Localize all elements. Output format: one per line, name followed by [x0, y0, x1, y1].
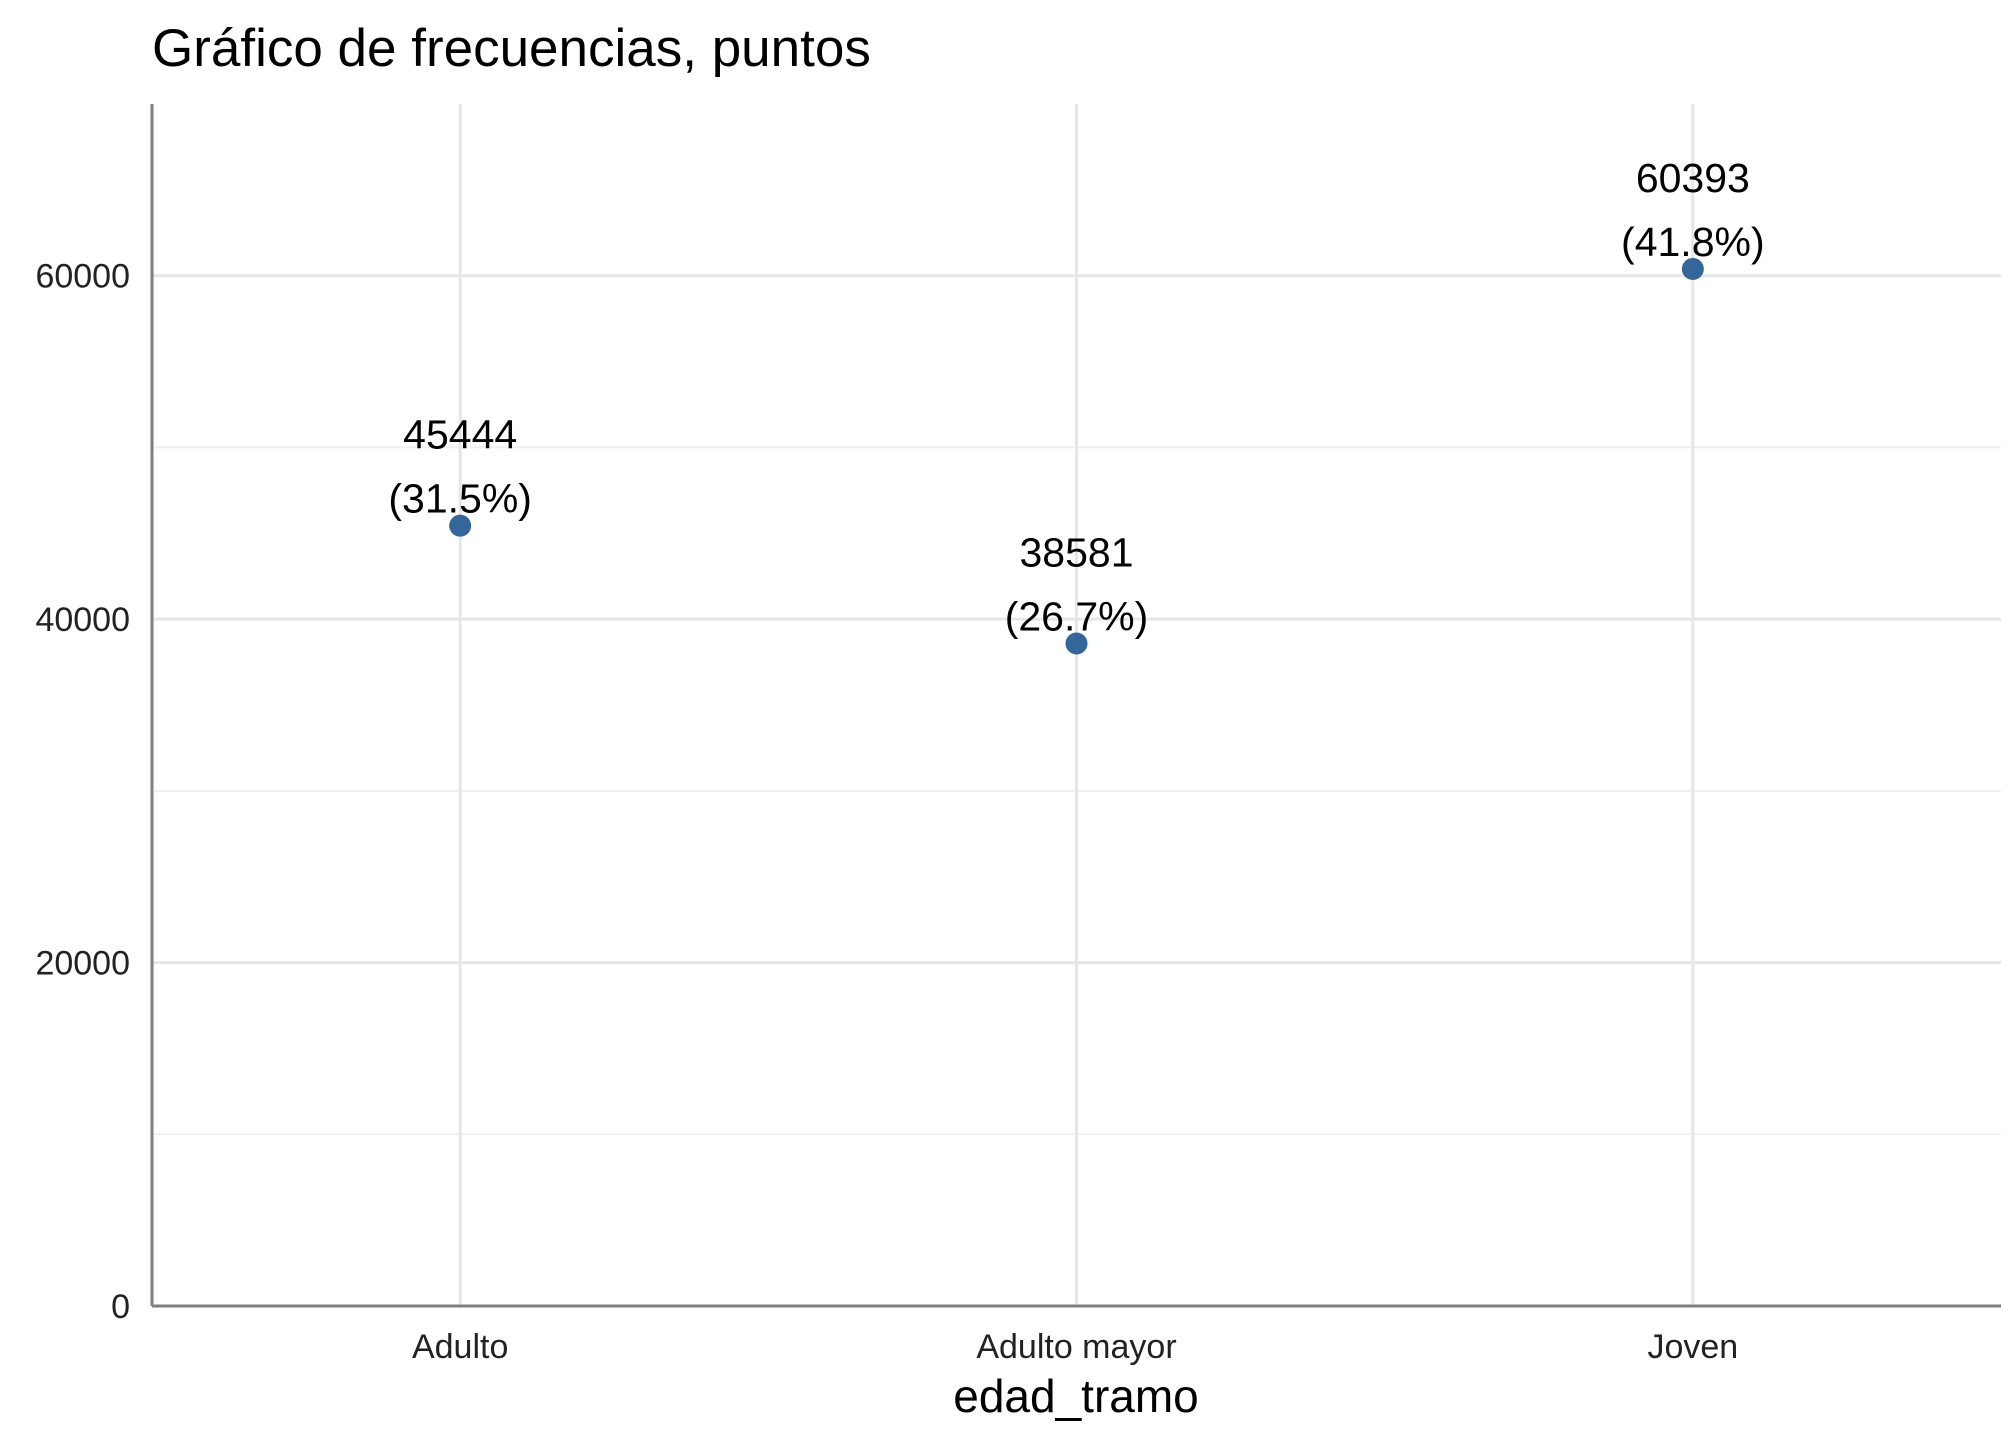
- data-label-percent: (26.7%): [1005, 594, 1149, 640]
- x-tick-label: Joven: [1647, 1328, 1738, 1366]
- y-tick-label: 60000: [35, 258, 130, 296]
- data-points: [449, 257, 1704, 655]
- x-tick-labels: Adulto Adulto mayor Joven: [412, 1328, 1738, 1366]
- data-label-percent: (41.8%): [1621, 219, 1765, 265]
- x-tick-label: Adulto mayor: [976, 1328, 1176, 1366]
- data-label-count: 38581: [1019, 530, 1133, 576]
- y-tick-label: 20000: [35, 945, 130, 983]
- data-point: [1681, 257, 1704, 280]
- data-label-count: 60393: [1636, 155, 1750, 201]
- grid-major: [152, 104, 2001, 1308]
- x-axis-title: edad_tramo: [953, 1370, 1199, 1422]
- data-label-percent: (31.5%): [388, 476, 532, 522]
- axes: [150, 104, 2001, 1308]
- data-point: [1065, 632, 1088, 655]
- y-tick-label: 40000: [35, 601, 130, 639]
- y-tick-label: 0: [111, 1288, 130, 1326]
- data-labels: 45444 (31.5%) 38581 (26.7%) 60393 (41.8%): [388, 155, 1764, 640]
- x-tick-label: Adulto: [412, 1328, 508, 1366]
- data-point: [449, 514, 472, 537]
- data-label-count: 45444: [403, 412, 517, 458]
- y-tick-labels: 0 20000 40000 60000: [35, 258, 130, 1326]
- chart-title: Gráfico de frecuencias, puntos: [152, 19, 871, 78]
